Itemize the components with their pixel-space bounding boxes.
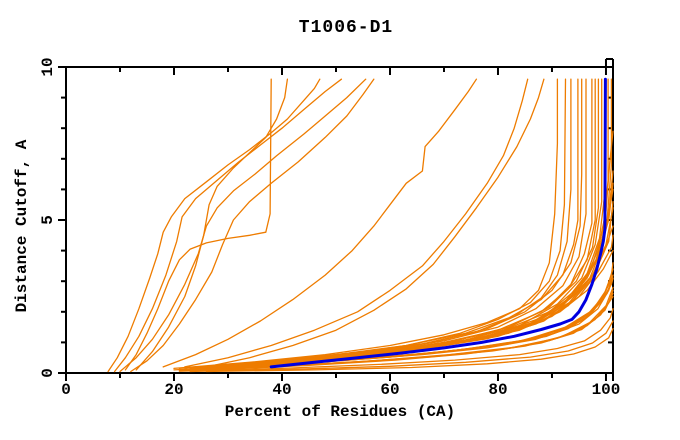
model-curve (227, 274, 614, 369)
model-curve (124, 78, 272, 371)
x-tick-label: 80 (488, 381, 508, 399)
y-tick-label: 5 (39, 215, 57, 225)
y-tick-label: 10 (39, 57, 57, 77)
model-curve (194, 78, 583, 369)
x-axis-label: Percent of Residues (CA) (224, 403, 456, 421)
x-tick-label: 20 (164, 381, 184, 399)
model-curve (173, 78, 559, 370)
model-curve (221, 78, 603, 368)
model-curve (189, 320, 614, 373)
x-tick-label: 60 (380, 381, 400, 399)
model-curve (248, 170, 614, 367)
model-curve (135, 78, 289, 371)
model-curve (205, 78, 545, 368)
model-curve (211, 286, 614, 371)
model-curve (184, 78, 529, 368)
model-curve (113, 78, 343, 373)
y-axis-label: Distance Cutoff, A (13, 139, 31, 313)
model-curve (119, 78, 367, 373)
model-curve (130, 78, 375, 373)
y-tick-label: 0 (39, 368, 57, 378)
x-tick-label: 100 (591, 381, 621, 399)
model-curve (243, 188, 614, 367)
model-curve (162, 78, 478, 368)
model-curve (211, 78, 600, 368)
x-tick-label: 0 (61, 381, 71, 399)
highlighted-model-curve (269, 77, 607, 369)
model-curve (178, 78, 579, 370)
chart-title: T1006-D1 (298, 18, 394, 38)
model-curve (107, 78, 321, 373)
model-curve (205, 327, 614, 373)
x-tick-label: 40 (272, 381, 292, 399)
model-curve (178, 308, 614, 372)
